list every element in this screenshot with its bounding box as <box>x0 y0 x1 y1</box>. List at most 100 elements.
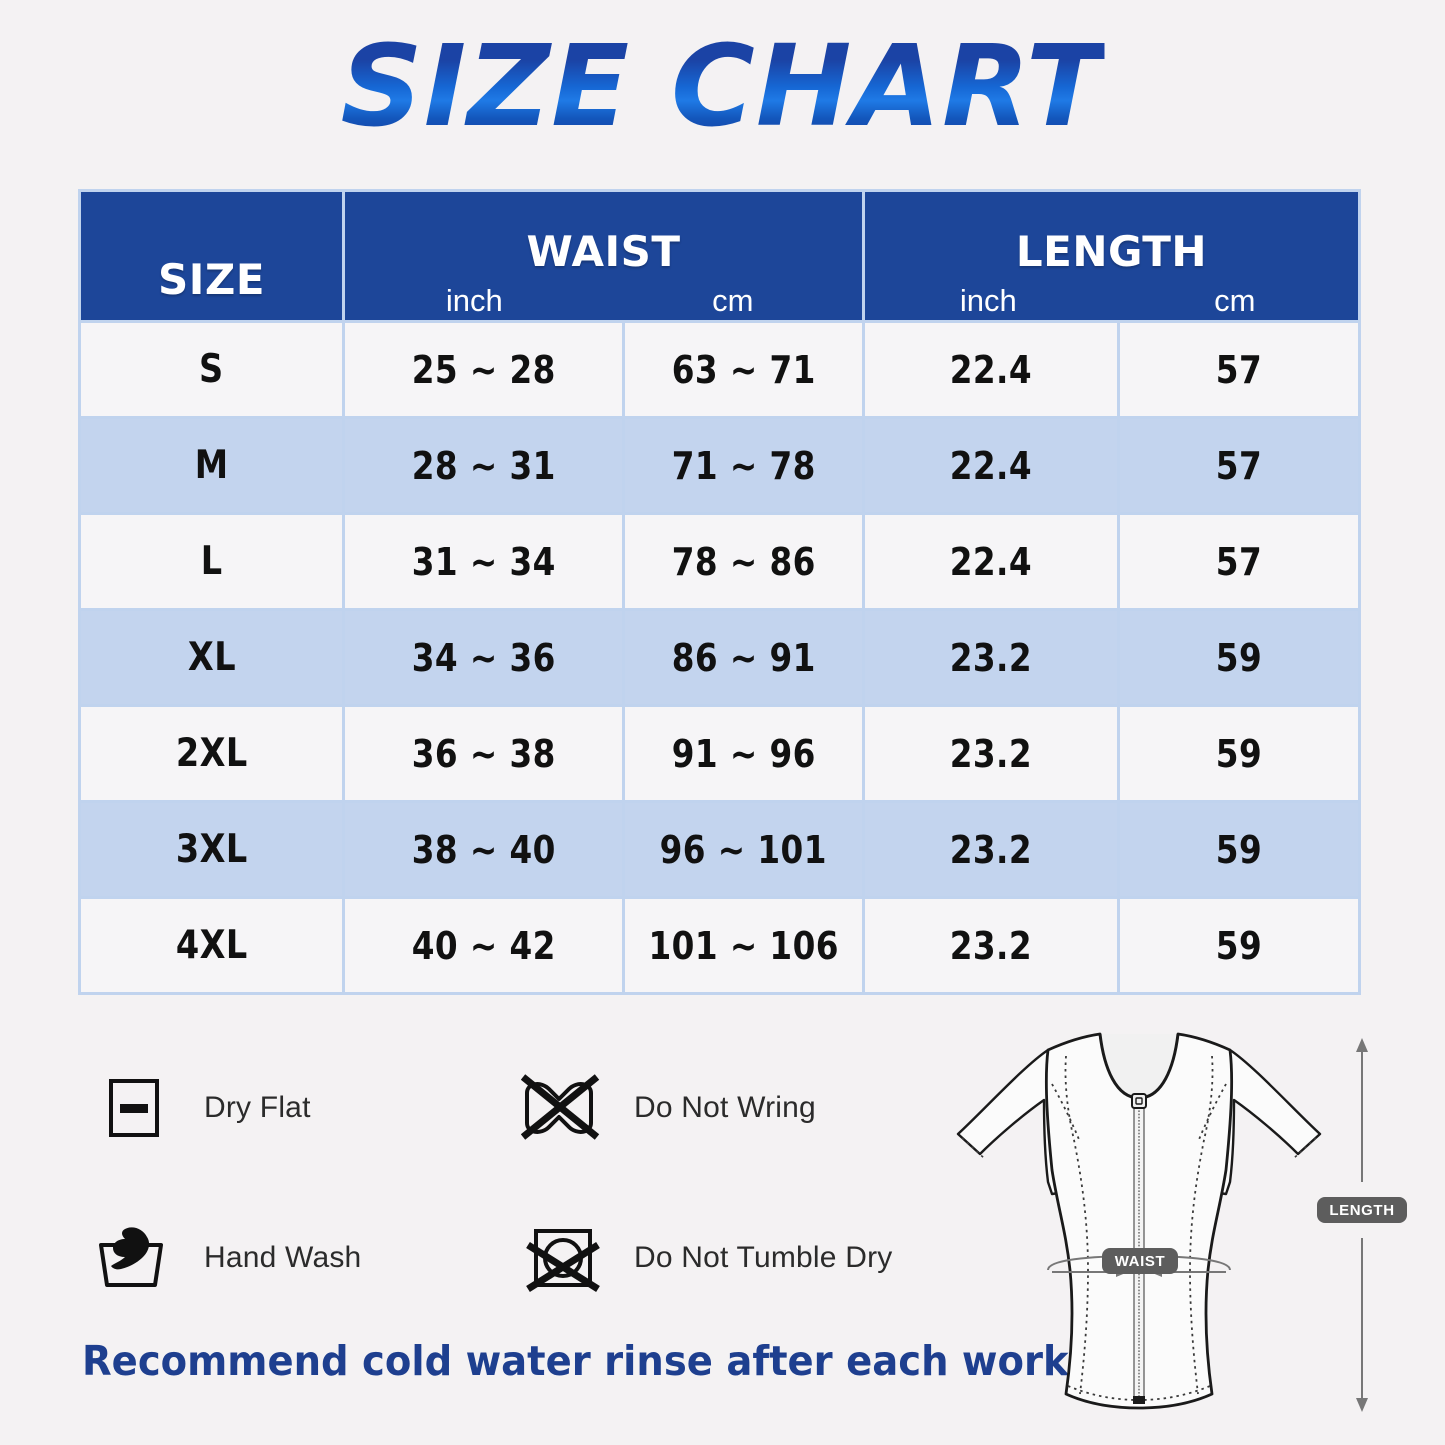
cell-waist-cm-text: 86 ~ 91 <box>671 635 816 680</box>
hand-wash-icon <box>88 1212 180 1304</box>
cell-length-cm-text: 59 <box>1215 827 1263 872</box>
cell-size: L <box>78 515 345 611</box>
cell-length-inch: 23.2 <box>865 611 1120 707</box>
care-label-do-not-tumble-dry: Do Not Tumble Dry <box>634 1241 893 1274</box>
care-label-dry-flat: Dry Flat <box>204 1091 311 1124</box>
cell-waist-cm-text: 101 ~ 106 <box>648 923 839 968</box>
cell-length-inch-text: 22.4 <box>949 443 1033 488</box>
cell-size-text: L <box>200 539 223 584</box>
cell-length-cm: 57 <box>1120 419 1361 515</box>
cell-waist-inch: 36 ~ 38 <box>345 707 625 803</box>
cell-length-inch: 23.2 <box>865 803 1120 899</box>
care-instructions: Dry Flat Do Not Wring Hand Wash <box>88 1062 948 1362</box>
cell-length-cm: 59 <box>1120 707 1361 803</box>
cell-waist-cm-text: 78 ~ 86 <box>671 539 816 584</box>
header-size-label: SIZE <box>157 255 266 304</box>
header-length: LENGTH inch cm <box>865 189 1361 323</box>
cell-length-inch-text: 23.2 <box>949 731 1033 776</box>
cell-waist-cm: 71 ~ 78 <box>625 419 865 515</box>
cell-waist-inch: 28 ~ 31 <box>345 419 625 515</box>
cell-length-cm-text: 59 <box>1215 923 1263 968</box>
cell-waist-inch-text: 38 ~ 40 <box>411 827 556 872</box>
care-label-hand-wash: Hand Wash <box>204 1241 362 1274</box>
cell-waist-inch: 38 ~ 40 <box>345 803 625 899</box>
cell-length-cm: 57 <box>1120 323 1361 419</box>
cell-size: 2XL <box>78 707 345 803</box>
cell-waist-cm: 101 ~ 106 <box>625 899 865 995</box>
cell-size: 3XL <box>78 803 345 899</box>
cell-waist-cm: 86 ~ 91 <box>625 611 865 707</box>
cell-size: M <box>78 419 345 515</box>
header-waist-units: inch cm <box>345 273 862 316</box>
cell-length-cm: 57 <box>1120 515 1361 611</box>
cell-length-inch: 22.4 <box>865 323 1120 419</box>
cell-length-cm: 59 <box>1120 611 1361 707</box>
table-row: S 25 ~ 28 63 ~ 71 22.4 57 <box>78 323 1361 419</box>
table-row: 2XL 36 ~ 38 91 ~ 96 23.2 59 <box>78 707 1361 803</box>
header-size: SIZE <box>78 189 345 323</box>
cell-length-cm-text: 57 <box>1215 347 1263 392</box>
cell-waist-inch-text: 36 ~ 38 <box>411 731 556 776</box>
waist-measure-text: WAIST <box>1115 1253 1166 1270</box>
cell-size-text: M <box>194 443 229 488</box>
do-not-wring-icon <box>518 1062 610 1154</box>
care-label-do-not-wring: Do Not Wring <box>634 1091 816 1124</box>
table-row: M 28 ~ 31 71 ~ 78 22.4 57 <box>78 419 1361 515</box>
cell-length-inch-text: 23.2 <box>949 827 1033 872</box>
cell-waist-cm: 91 ~ 96 <box>625 707 865 803</box>
header-waist-label: WAIST <box>526 226 681 276</box>
cell-length-cm: 59 <box>1120 803 1361 899</box>
cell-waist-inch: 31 ~ 34 <box>345 515 625 611</box>
size-chart-table: SIZE WAIST inch cm LENGTH inch cm S 25 ~ … <box>78 189 1361 995</box>
cell-length-cm-text: 59 <box>1215 635 1263 680</box>
header-length-units: inch cm <box>865 273 1358 316</box>
header-waist: WAIST inch cm <box>345 189 865 323</box>
cell-waist-inch-text: 34 ~ 36 <box>411 635 556 680</box>
waist-measure-label: WAIST <box>1102 1248 1178 1274</box>
cell-size-text: 4XL <box>175 923 248 968</box>
cell-length-cm: 59 <box>1120 899 1361 995</box>
cell-length-inch-text: 22.4 <box>949 539 1033 584</box>
cell-length-cm-text: 59 <box>1215 731 1263 776</box>
length-measure-label: LENGTH <box>1317 1197 1407 1223</box>
cell-waist-cm: 63 ~ 71 <box>625 323 865 419</box>
care-item-dry-flat: Dry Flat <box>88 1062 518 1154</box>
care-row-1: Dry Flat Do Not Wring <box>88 1062 948 1154</box>
cell-size: XL <box>78 611 345 707</box>
cell-length-inch: 23.2 <box>865 899 1120 995</box>
cell-size-text: S <box>199 347 224 392</box>
do-not-tumble-dry-icon <box>518 1212 610 1304</box>
table-row: 4XL 40 ~ 42 101 ~ 106 23.2 59 <box>78 899 1361 995</box>
cell-length-inch-text: 23.2 <box>949 635 1033 680</box>
cell-waist-inch-text: 31 ~ 34 <box>411 539 556 584</box>
cell-waist-cm: 96 ~ 101 <box>625 803 865 899</box>
cell-length-cm-text: 57 <box>1215 539 1263 584</box>
table-row: XL 34 ~ 36 86 ~ 91 23.2 59 <box>78 611 1361 707</box>
length-measure-text: LENGTH <box>1329 1202 1394 1219</box>
cell-size: 4XL <box>78 899 345 995</box>
cell-length-inch: 22.4 <box>865 419 1120 515</box>
cell-waist-cm-text: 71 ~ 78 <box>671 443 816 488</box>
cell-length-inch-text: 22.4 <box>949 347 1033 392</box>
garment-diagram: WAIST LENGTH <box>940 1022 1410 1445</box>
care-item-hand-wash: Hand Wash <box>88 1212 518 1304</box>
dry-flat-icon <box>88 1062 180 1154</box>
cell-length-inch: 22.4 <box>865 515 1120 611</box>
cell-waist-inch-text: 40 ~ 42 <box>411 923 556 968</box>
cell-waist-inch-text: 28 ~ 31 <box>411 443 556 488</box>
cell-waist-inch: 40 ~ 42 <box>345 899 625 995</box>
header-waist-unit-inch: inch <box>445 282 503 318</box>
header-waist-unit-cm: cm <box>712 282 754 318</box>
header-length-label: LENGTH <box>1015 226 1208 276</box>
page-title: SIZE CHART <box>340 22 1105 152</box>
cell-waist-cm-text: 96 ~ 101 <box>659 827 828 872</box>
title-container: SIZE CHART <box>0 12 1445 162</box>
care-row-2: Hand Wash Do Not Tumble Dry <box>88 1212 948 1304</box>
table-row: L 31 ~ 34 78 ~ 86 22.4 57 <box>78 515 1361 611</box>
header-length-unit-inch: inch <box>959 282 1017 318</box>
table-header: SIZE WAIST inch cm LENGTH inch cm <box>78 189 1361 323</box>
cell-size-text: 3XL <box>175 827 248 872</box>
cell-waist-cm: 78 ~ 86 <box>625 515 865 611</box>
table-header-row: SIZE WAIST inch cm LENGTH inch cm <box>78 189 1361 323</box>
care-item-do-not-wring: Do Not Wring <box>518 1062 948 1154</box>
